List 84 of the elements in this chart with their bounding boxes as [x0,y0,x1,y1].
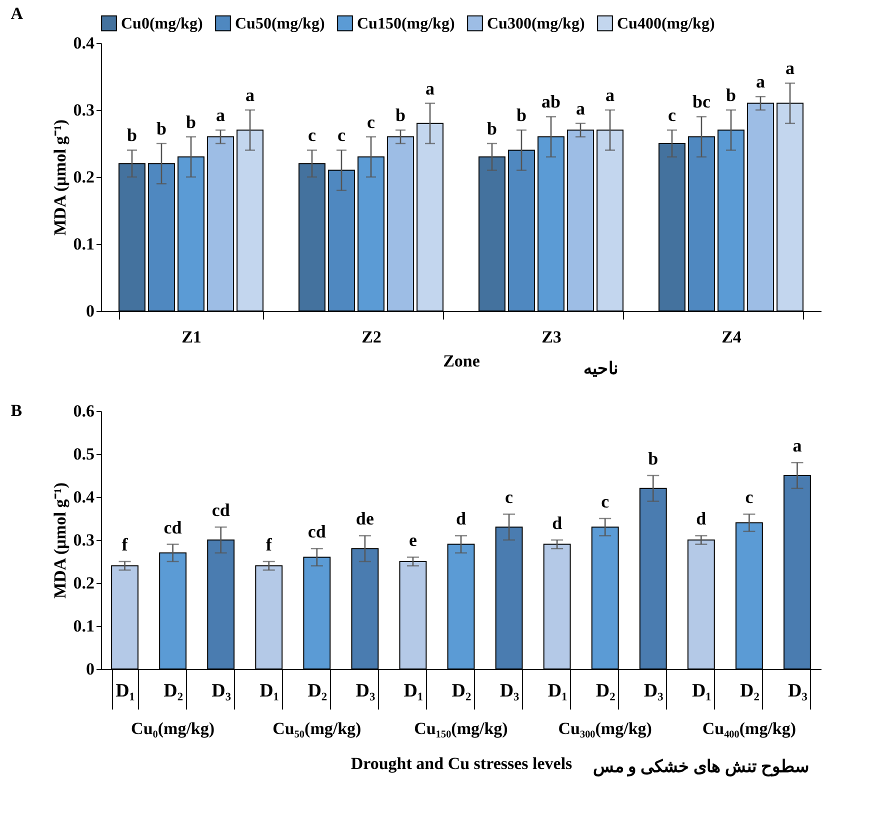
y-tick-label: 0 [86,302,94,320]
legend-label: Cu400(mg/kg) [617,15,715,32]
data-label: d [696,508,706,529]
data-label: c [505,487,514,508]
x-tick-label: D₁ [548,680,568,702]
data-label: cd [164,517,182,538]
data-label: a [216,105,226,126]
x-tick-label: D₁ [260,680,280,702]
y-tick-label: 0.1 [73,234,94,254]
legend-label: Cu0(mg/kg) [121,15,203,32]
x-tick-label: Z3 [542,328,562,346]
y-tick-label: 0.4 [73,488,95,506]
data-label: c [601,492,610,512]
text: Cu₃₀₀(mg/kg) [558,719,652,738]
x-tick-label: Z2 [362,328,382,346]
data-label: b [126,125,137,146]
x-tick-label: D₂ [596,680,616,702]
x-tick-label: D₃ [644,680,664,702]
data-label: a [246,85,255,105]
x-tick-label: D₂ [308,680,328,702]
x-tick-label: D₃ [500,680,520,702]
text: ناحیه [584,359,618,378]
x-tick-label: D₂ [740,680,760,702]
data-label: b [186,112,196,132]
y-tick-label: 0.2 [73,574,94,592]
y-tick-label: 0.6 [73,402,94,420]
y-tick-label: 0.3 [73,530,94,550]
x-tick-label: D₁ [116,680,135,702]
chart-title: A [10,4,24,23]
text: Cu₄₀₀(mg/kg) [702,719,796,738]
y-tick-label: 0.5 [73,444,94,464]
y-tick-label: 0.4 [73,34,95,52]
x-axis-title: Zone [443,352,480,370]
y-axis-title: MDA (μmol g⁻¹) [50,119,70,236]
x-axis-title: Drought and Cu stresses levels [350,754,573,773]
y-tick-label: 0.3 [73,100,94,120]
x-tick-label: D₂ [164,680,184,702]
x-tick-label: D₁ [692,680,712,702]
data-label: f [122,534,129,554]
data-label: a [606,85,615,105]
y-tick-label: 0 [86,660,94,678]
data-label: b [396,105,406,126]
x-tick-label: D₃ [788,680,808,702]
data-label: d [552,513,562,533]
data-label: cd [308,522,326,542]
x-tick-label: D₃ [212,680,232,702]
text: سطوح تنش های خشکی و مس [592,757,810,777]
data-label: c [308,125,316,146]
data-label: a [576,98,586,118]
data-label: e [408,530,417,550]
data-label: de [356,508,374,529]
data-label: f [266,534,273,554]
data-label: c [668,105,676,126]
y-tick-label: 0.2 [73,168,94,186]
data-label: d [456,508,466,529]
data-label: c [367,112,375,132]
data-label: b [726,85,736,105]
data-label: cd [212,500,230,520]
data-label: a [756,72,766,92]
data-label: ab [541,92,561,112]
x-tick-label: Z1 [182,328,202,346]
data-label: bc [692,92,711,112]
data-label: b [486,118,497,138]
data-label: c [337,125,346,146]
data-label: b [648,448,658,468]
y-tick-label: 0.1 [73,616,94,636]
data-label: a [786,58,795,78]
y-axis-title: MDA (μmol g⁻¹) [50,482,70,599]
data-label: a [792,436,802,456]
legend-label: Cu300(mg/kg) [487,15,585,32]
text: Cu₀(mg/kg) [131,719,215,738]
text: Cu₁₅₀(mg/kg) [414,719,508,738]
x-tick-label: D₁ [404,680,424,702]
data-label: c [745,487,754,508]
x-tick-label: D₃ [356,680,376,702]
data-label: a [426,78,435,98]
x-tick-label: Z4 [722,328,742,346]
x-tick-label: D₂ [452,680,472,702]
legend-label: Cu50(mg/kg) [235,15,325,32]
chart-title: B [10,401,22,420]
text: Cu₅₀(mg/kg) [272,719,362,738]
legend-label: Cu150(mg/kg) [357,15,455,32]
data-label: b [516,105,526,126]
data-label: b [156,118,166,138]
